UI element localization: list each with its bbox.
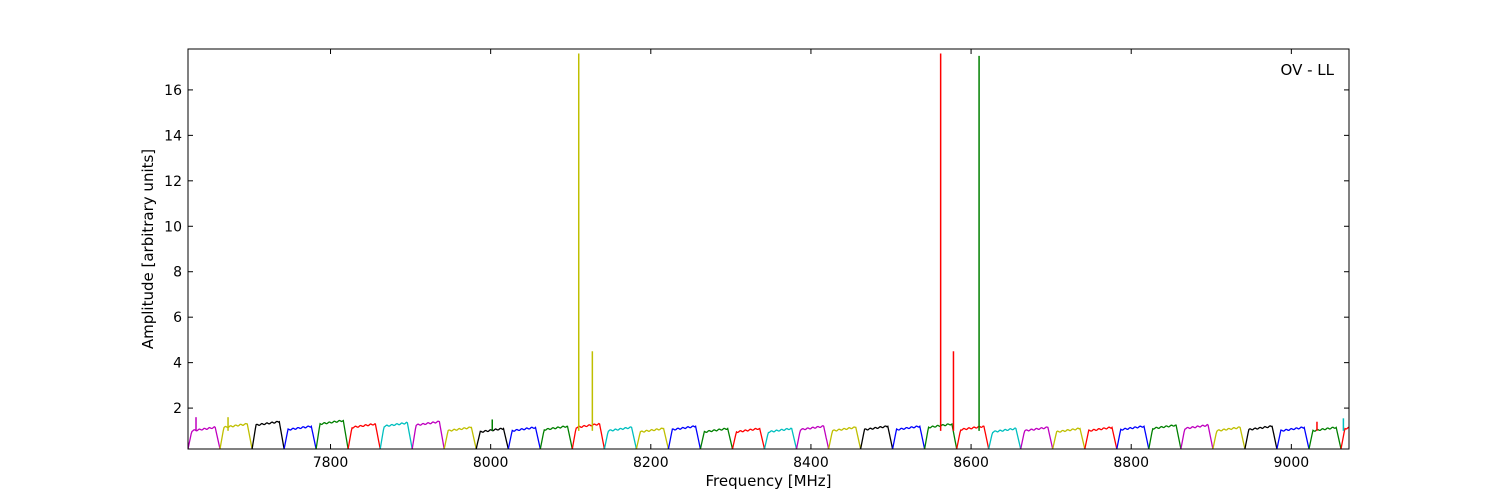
x-tick-label: 8800 [1113,455,1149,471]
channel-trace [956,425,990,449]
channel-trace [667,425,702,449]
channel-trace [539,425,573,449]
channel-trace [347,423,381,449]
y-tick-label: 2 [173,401,182,417]
channel-trace [1084,426,1118,449]
channel-trace [1469,425,1500,449]
x-tick-label: 8400 [793,455,829,471]
channel-trace [315,419,349,449]
channel-trace [795,424,830,449]
channel-trace [443,426,477,449]
channel-trace [571,422,606,449]
channel-trace [635,427,670,449]
channel-trace [1340,426,1349,449]
channel-trace [283,424,317,449]
channel-trace [1148,424,1182,449]
chart-annotation: OV - LL [1281,61,1335,79]
channel-trace [859,425,894,449]
channel-trace [251,420,285,449]
y-tick-label: 16 [164,83,182,99]
x-axis-label: Frequency [MHz] [705,472,831,490]
x-tick-label: 8200 [633,455,669,471]
channel-trace [1180,423,1214,449]
y-tick-label: 14 [164,128,182,144]
y-tick-label: 12 [164,174,182,190]
x-tick-label: 8600 [953,455,989,471]
channel-trace [1020,426,1054,449]
channel-trace [507,426,541,449]
series-layer [188,53,1500,449]
x-tick-label: 7800 [313,455,349,471]
channel-trace [219,422,253,449]
channel-trace [731,427,766,449]
channel-trace [763,427,798,449]
channel-trace [1373,424,1405,449]
y-axis: 2 4 6 8 10 12 14 16 [164,83,1349,417]
channel-trace [1052,427,1086,449]
channel-trace [1308,426,1342,449]
channel-trace [699,427,734,449]
channel-trace [891,424,926,449]
channel-trace [1116,425,1150,449]
channel-trace [475,427,509,449]
channel-trace [603,426,638,449]
x-axis: 7800 8000 8200 8400 8600 8800 9000 [313,49,1309,471]
channel-trace [1276,426,1310,449]
plot-frame [187,48,1350,450]
y-axis-label: Amplitude [arbitrary units] [139,149,157,349]
channel-trace [988,427,1022,449]
channel-trace [1244,425,1278,449]
channel-trace [411,420,445,449]
channel-trace [1437,427,1469,449]
channel-trace [1212,426,1246,449]
x-tick-label: 9000 [1274,455,1310,471]
y-tick-label: 6 [173,310,182,326]
channel-trace [1405,426,1437,449]
y-tick-label: 8 [173,265,182,281]
y-tick-label: 4 [173,356,182,372]
x-tick-label: 8000 [473,455,509,471]
channel-trace [379,421,413,449]
channel-trace [188,426,221,449]
channel-trace [827,426,862,449]
y-tick-label: 10 [164,219,182,235]
